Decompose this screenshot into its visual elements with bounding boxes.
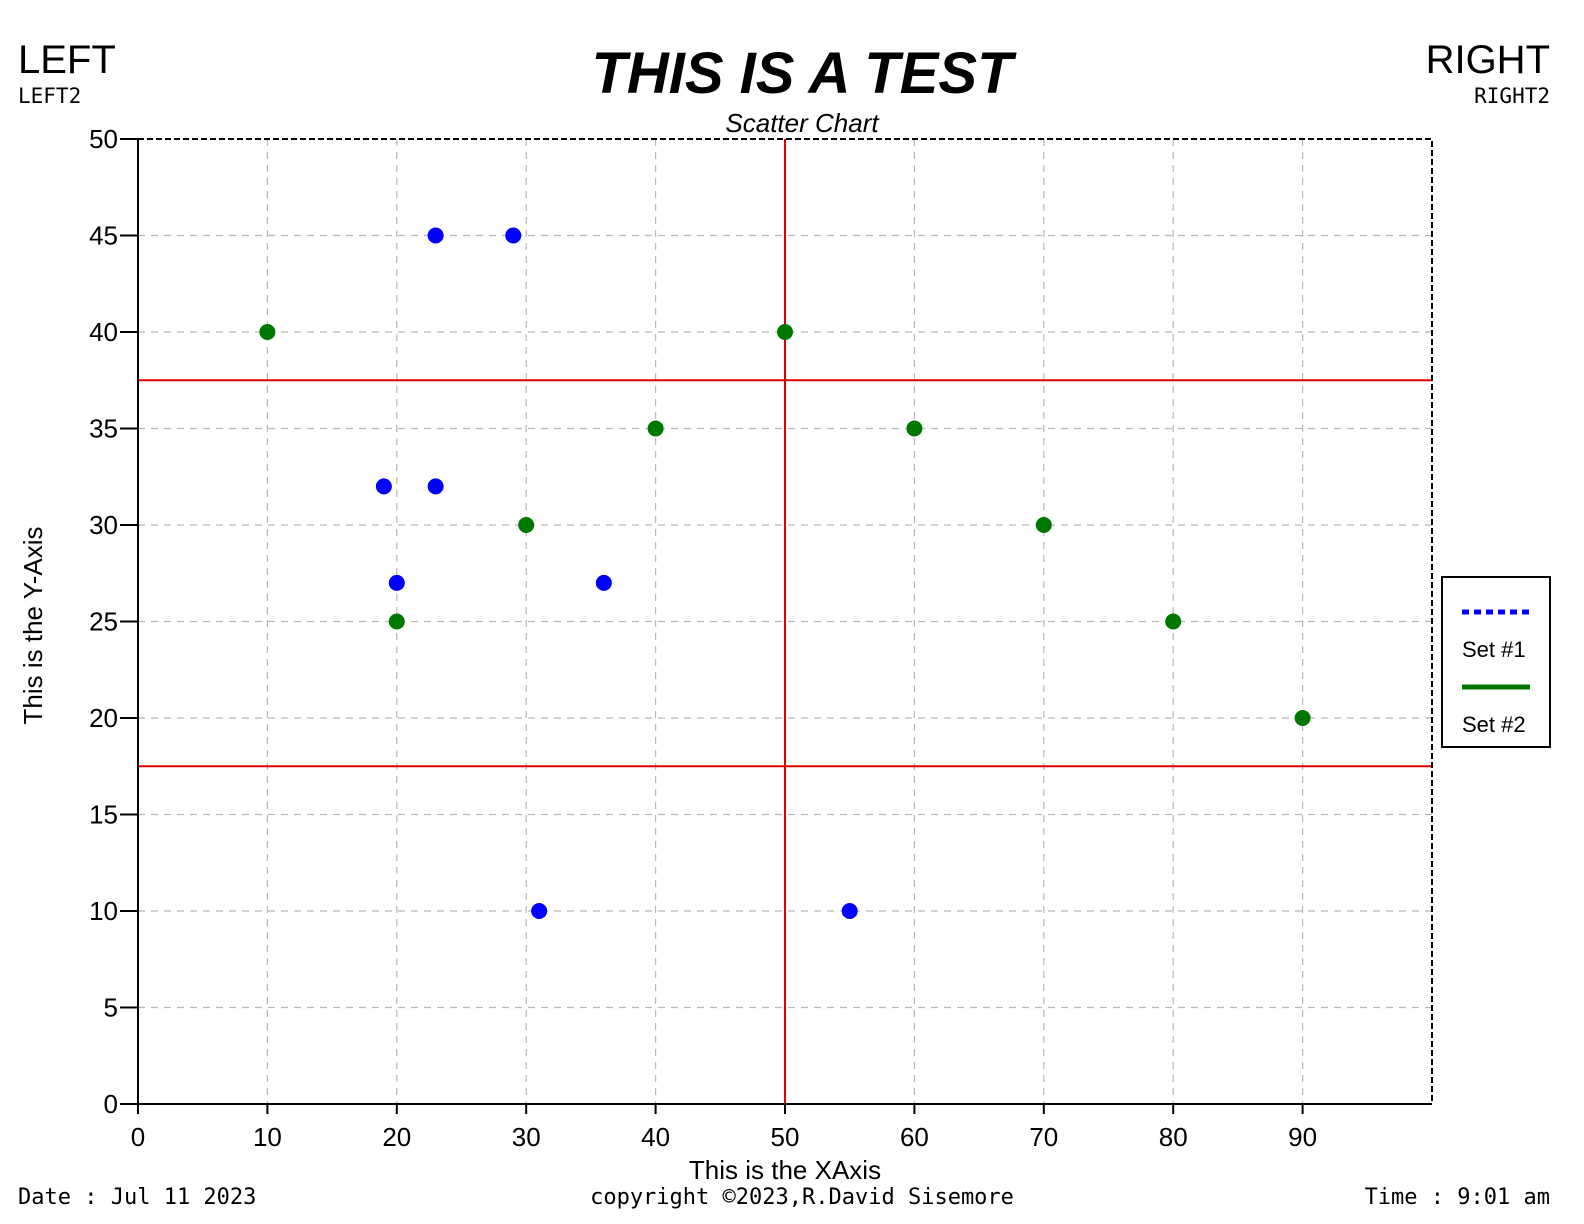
legend-label-set-2: Set #2 <box>1462 712 1526 737</box>
y-tick-label: 40 <box>89 317 118 347</box>
data-point-set-1 <box>388 574 405 591</box>
data-point-set-2 <box>777 324 793 340</box>
data-point-set-2 <box>647 420 664 437</box>
header-right2-label: RIGHT2 <box>1474 84 1550 108</box>
x-axis-label: This is the XAxis <box>689 1155 881 1185</box>
y-tick-label: 30 <box>89 510 118 540</box>
y-tick-label: 35 <box>89 414 118 444</box>
data-point-set-1 <box>427 227 444 244</box>
x-tick-label: 70 <box>1029 1122 1058 1152</box>
data-point-set-2 <box>388 613 405 630</box>
y-tick-label: 5 <box>104 993 118 1023</box>
data-point-set-1 <box>505 227 522 244</box>
footer-copyright: copyright ©2023,R.David Sisemore <box>590 1185 1014 1210</box>
x-tick-label: 0 <box>131 1122 145 1152</box>
y-axis-label: This is the Y-Axis <box>18 527 48 725</box>
data-point-set-2 <box>1165 613 1182 630</box>
data-point-set-1 <box>841 903 858 919</box>
footer-date: Date : Jul 11 2023 <box>18 1185 257 1210</box>
y-tick-label: 25 <box>89 607 118 637</box>
data-point-set-1 <box>595 574 612 591</box>
x-tick-label: 10 <box>253 1122 282 1152</box>
footer-time: Time : 9:01 am <box>1364 1185 1550 1210</box>
data-point-set-2 <box>906 420 923 437</box>
data-point-set-1 <box>531 903 548 919</box>
chart-subtitle: Scatter Chart <box>725 108 879 138</box>
axes: 0 10 20 30 40 50 60 70 80 90 0 5 10 15 20 25 30 35 40 45 50 <box>89 124 1432 1152</box>
chart-title: THIS IS A TEST <box>591 41 1013 106</box>
data-point-set-2 <box>518 517 535 533</box>
x-tick-label: 50 <box>771 1122 800 1152</box>
reference-lines <box>138 139 1432 1104</box>
x-tick-label: 40 <box>641 1122 670 1152</box>
header-left-label: LEFT <box>18 38 116 82</box>
x-tick-label: 20 <box>382 1122 411 1152</box>
x-tick-label: 60 <box>900 1122 929 1152</box>
legend-box <box>1441 576 1551 748</box>
y-tick-label: 20 <box>89 703 118 733</box>
y-tick-label: 15 <box>89 800 118 830</box>
data-points <box>259 227 1311 919</box>
legend-label-set-1: Set #1 <box>1462 637 1526 662</box>
header-left2-label: LEFT2 <box>18 84 82 108</box>
x-tick-label: 30 <box>512 1122 541 1152</box>
data-point-set-2 <box>259 324 276 340</box>
header-right-label: RIGHT <box>1425 38 1550 82</box>
y-tick-label: 45 <box>89 221 118 251</box>
data-point-set-2 <box>1035 517 1052 533</box>
y-tick-label: 10 <box>89 896 118 926</box>
data-point-set-1 <box>375 478 392 495</box>
legend: Set #1 Set #2 <box>1441 576 1551 748</box>
data-point-set-1 <box>427 478 444 495</box>
data-point-set-2 <box>1294 710 1311 726</box>
x-tick-label: 80 <box>1159 1122 1188 1152</box>
y-tick-label: 0 <box>104 1089 118 1119</box>
x-tick-label: 90 <box>1288 1122 1317 1152</box>
y-tick-label: 50 <box>89 124 118 154</box>
